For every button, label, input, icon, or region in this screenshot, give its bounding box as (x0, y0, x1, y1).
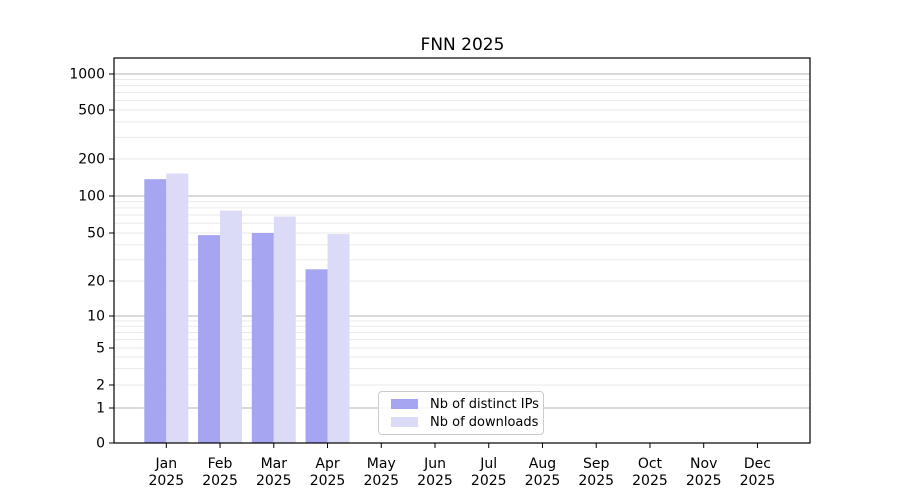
bar-nb-of-downloads-jan (166, 173, 189, 443)
x-tick-label-month: Nov (690, 456, 717, 472)
chart-legend: Nb of distinct IPs Nb of downloads (378, 391, 544, 435)
x-tick-label-year: 2025 (525, 473, 561, 489)
chart-title: FNN 2025 (420, 35, 505, 55)
x-tick-label-month: Apr (315, 456, 339, 472)
plot-border (113, 57, 811, 444)
x-tick-label-year: 2025 (632, 473, 668, 489)
x-tick-label-month: Jan (155, 456, 178, 472)
legend-row-distinct-ips: Nb of distinct IPs (387, 395, 539, 413)
y-tick-label: 500 (78, 103, 105, 119)
x-tick-label-month: Sep (583, 456, 610, 472)
x-tick-label-year: 2025 (471, 473, 507, 489)
bar-nb-of-distinct-ips-jan (144, 179, 167, 443)
y-tick-label: 1000 (69, 67, 105, 83)
y-tick-label: 0 (96, 436, 105, 452)
legend-label-distinct-ips: Nb of distinct IPs (430, 396, 539, 412)
legend-label-downloads: Nb of downloads (430, 414, 539, 430)
x-tick-label-year: 2025 (740, 473, 776, 489)
legend-row-downloads: Nb of downloads (387, 413, 539, 431)
bar-nb-of-distinct-ips-apr (305, 269, 328, 443)
x-tick-label-year: 2025 (417, 473, 453, 489)
y-tick-label: 20 (87, 274, 105, 290)
x-tick-label-year: 2025 (310, 473, 346, 489)
y-tick-label: 200 (78, 152, 105, 168)
bar-nb-of-downloads-mar (273, 216, 296, 443)
x-tick-label-month: May (367, 456, 396, 472)
x-tick-label-year: 2025 (686, 473, 722, 489)
legend-swatch-distinct-ips (391, 399, 418, 409)
x-tick-label-month: Jul (479, 456, 497, 472)
y-tick-label: 50 (87, 226, 105, 242)
x-tick-label-month: Jun (423, 456, 446, 472)
x-tick-label-month: Feb (208, 456, 233, 472)
y-tick-label: 1 (96, 401, 105, 417)
x-tick-label-year: 2025 (256, 473, 292, 489)
y-tick-label: 10 (87, 309, 105, 325)
y-tick-label: 100 (78, 189, 105, 205)
x-tick-label-year: 2025 (363, 473, 399, 489)
bar-nb-of-distinct-ips-feb (198, 235, 220, 443)
bar-nb-of-downloads-feb (220, 210, 242, 443)
x-tick-label-month: Aug (529, 456, 556, 472)
x-tick-label-month: Dec (744, 456, 771, 472)
x-tick-label-year: 2025 (148, 473, 184, 489)
x-tick-label-month: Mar (261, 456, 288, 472)
bar-nb-of-distinct-ips-mar (251, 233, 274, 443)
x-tick-label-year: 2025 (578, 473, 614, 489)
x-tick-label-year: 2025 (202, 473, 238, 489)
y-tick-label: 2 (96, 378, 105, 394)
x-tick-label-month: Oct (638, 456, 663, 472)
legend-swatch-downloads (391, 417, 418, 427)
bar-nb-of-downloads-apr (327, 234, 350, 443)
y-tick-label: 5 (96, 341, 105, 357)
